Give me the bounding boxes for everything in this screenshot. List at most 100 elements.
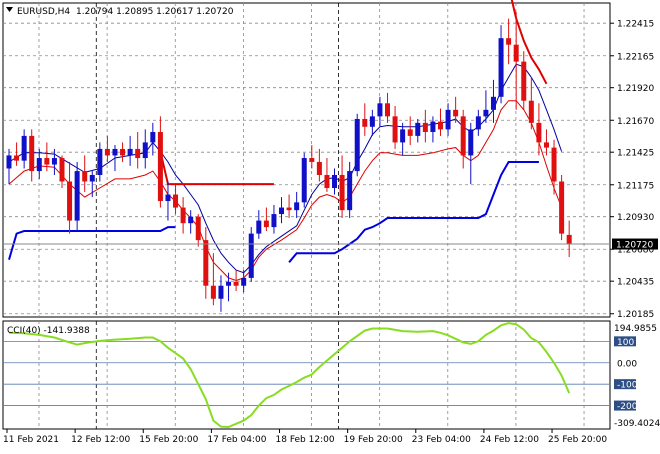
candle (316, 148, 322, 182)
candle (36, 148, 42, 179)
candle-body (513, 44, 519, 62)
candle-body (127, 148, 133, 156)
chevron-down-icon[interactable] (6, 7, 13, 12)
candle-body (521, 61, 527, 101)
cci-axis: 100 0.00 -100 -200 (614, 336, 638, 412)
candle (528, 77, 534, 130)
candle (506, 18, 512, 65)
candle (385, 92, 390, 123)
candle-body (210, 285, 216, 299)
price-tick-label: 1.20930 (617, 213, 654, 223)
candle (301, 152, 307, 208)
price-tick-label: 1.22165 (617, 52, 654, 62)
candle-body (430, 121, 436, 132)
candle (263, 207, 269, 232)
candle-body (286, 207, 292, 211)
candle (218, 275, 224, 312)
candle-body (445, 109, 451, 130)
candle (104, 135, 110, 162)
candle (89, 171, 95, 198)
candle-body (218, 285, 224, 299)
candle-body (490, 96, 496, 110)
candle-body (188, 216, 194, 224)
candle-body (339, 174, 345, 211)
candle-body (82, 171, 88, 182)
candle-body (89, 174, 95, 182)
candle-body (324, 174, 330, 189)
current-price-label: 1.20720 (616, 241, 653, 251)
candle-body (36, 158, 42, 172)
candle (354, 113, 360, 177)
candle (248, 227, 254, 282)
candle (324, 158, 330, 192)
cci-level-box (614, 336, 636, 347)
candle-body (498, 38, 504, 97)
candle (490, 79, 496, 123)
candle-body (279, 207, 285, 215)
price-tick-label: 1.21670 (617, 117, 654, 127)
upper-band-line (159, 151, 274, 186)
candle (233, 270, 239, 291)
candle-body (112, 148, 118, 156)
time-tick-label: 12 Feb 12:00 (71, 435, 130, 445)
candle (309, 145, 315, 169)
cci-level-label: -200 (617, 402, 638, 412)
candle (21, 129, 27, 169)
candle-body (233, 281, 239, 286)
candle-body (301, 158, 307, 203)
candle (415, 118, 421, 143)
candle-body (506, 38, 512, 45)
candle-body (551, 147, 557, 182)
candle-body (104, 148, 110, 156)
candle-body (195, 216, 201, 241)
candle (241, 270, 247, 293)
candle-body (263, 220, 269, 228)
time-tick-label: 15 Feb 20:00 (139, 435, 198, 445)
candle (256, 210, 262, 239)
upper-band-line (510, 0, 548, 85)
candle-body (294, 202, 300, 211)
candle (195, 214, 201, 247)
candle (51, 148, 57, 175)
candle (400, 122, 406, 156)
candle (279, 197, 285, 224)
symbol-label: EURUSD,H4 (17, 7, 70, 17)
candle-body (248, 233, 254, 278)
cci-level-label: 100 (617, 338, 634, 348)
candle-body (14, 155, 20, 161)
candle (165, 181, 171, 221)
price-tick-label: 1.21425 (617, 149, 654, 159)
candle-body (256, 220, 262, 234)
price-tick-label: 1.20435 (617, 278, 654, 288)
candle-body (173, 194, 179, 208)
candle-body (347, 171, 353, 211)
candle (59, 155, 65, 189)
candle (226, 272, 232, 302)
candle (445, 103, 451, 136)
candle (468, 122, 474, 185)
candle (150, 122, 156, 156)
candle-body (309, 158, 315, 162)
time-tick-label: 24 Feb 12:00 (480, 435, 539, 445)
candle-body (74, 171, 80, 221)
cci-level-label: -100 (617, 381, 638, 391)
candle-body (6, 155, 12, 169)
candle (6, 148, 12, 185)
candle (180, 197, 186, 234)
candle (112, 145, 118, 172)
candle (453, 96, 459, 123)
moving-average-blue-line (8, 63, 563, 274)
time-tick-label: 18 Feb 12:00 (276, 435, 335, 445)
candle-body (392, 116, 398, 143)
candle (460, 109, 466, 169)
candle-body (377, 103, 383, 117)
price-axis: 1.22415 1.22165 1.21920 1.21670 1.21425 1.211… (610, 20, 654, 320)
candle-body (59, 158, 65, 182)
cci-max-label: 194.9855 (614, 324, 657, 334)
candle-body (536, 122, 542, 143)
candle-body (483, 109, 489, 117)
candle (44, 142, 50, 172)
candle (347, 161, 353, 218)
